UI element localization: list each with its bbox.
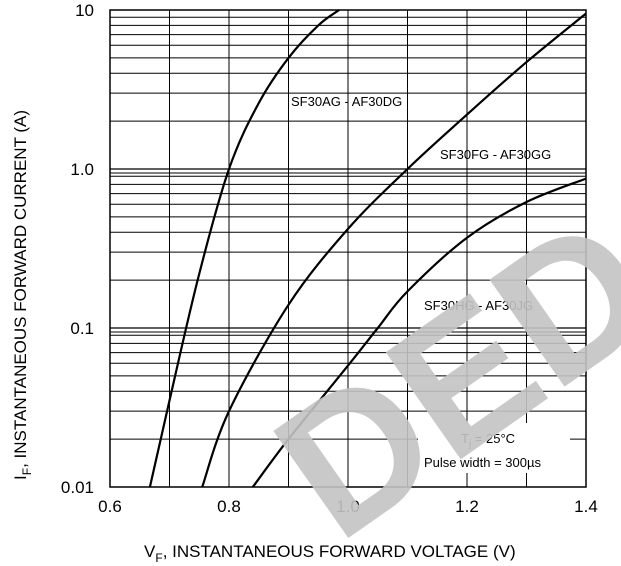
x-tick-label: 1.4 — [574, 497, 598, 516]
x-tick-label: 0.6 — [98, 497, 122, 516]
tick-labels: 0.6 0.8 1.0 1.2 1.4 0.01 0.1 1.0 10 — [61, 1, 598, 516]
series-label-sf30fg: SF30FG - AF30GG — [440, 147, 551, 162]
y-tick-label: 10 — [75, 1, 94, 20]
series-line-3 — [251, 177, 587, 488]
x-tick-label: 1.0 — [336, 497, 360, 516]
series-line-1 — [148, 9, 340, 488]
series-group — [148, 9, 587, 488]
y-axis-title: IF, INSTANTANEOUS FORWARD CURRENT (A) — [11, 110, 34, 480]
x-axis-title: VF, INSTANTANEOUS FORWARD VOLTAGE (V) — [144, 542, 516, 565]
x-tick-label: 1.2 — [455, 497, 479, 516]
series-label-sf30ag: SF30AG - AF30DG — [291, 94, 402, 109]
plot-frame — [109, 9, 587, 488]
y-tick-label: 0.01 — [61, 478, 94, 497]
watermark-text: DED — [240, 175, 621, 566]
x-tick-label: 0.8 — [217, 497, 241, 516]
pulse-annotation: Pulse width = 300µs — [424, 455, 541, 470]
temperature-annotation: Tj = 25°C — [461, 431, 515, 450]
y-tick-label: 0.1 — [70, 319, 94, 338]
series-line-2 — [201, 12, 587, 488]
grid — [110, 10, 586, 487]
y-tick-label: 1.0 — [70, 160, 94, 179]
conditions-box — [418, 423, 570, 473]
series-label-sf30hg: SF30HG - AF30JG — [424, 298, 533, 313]
